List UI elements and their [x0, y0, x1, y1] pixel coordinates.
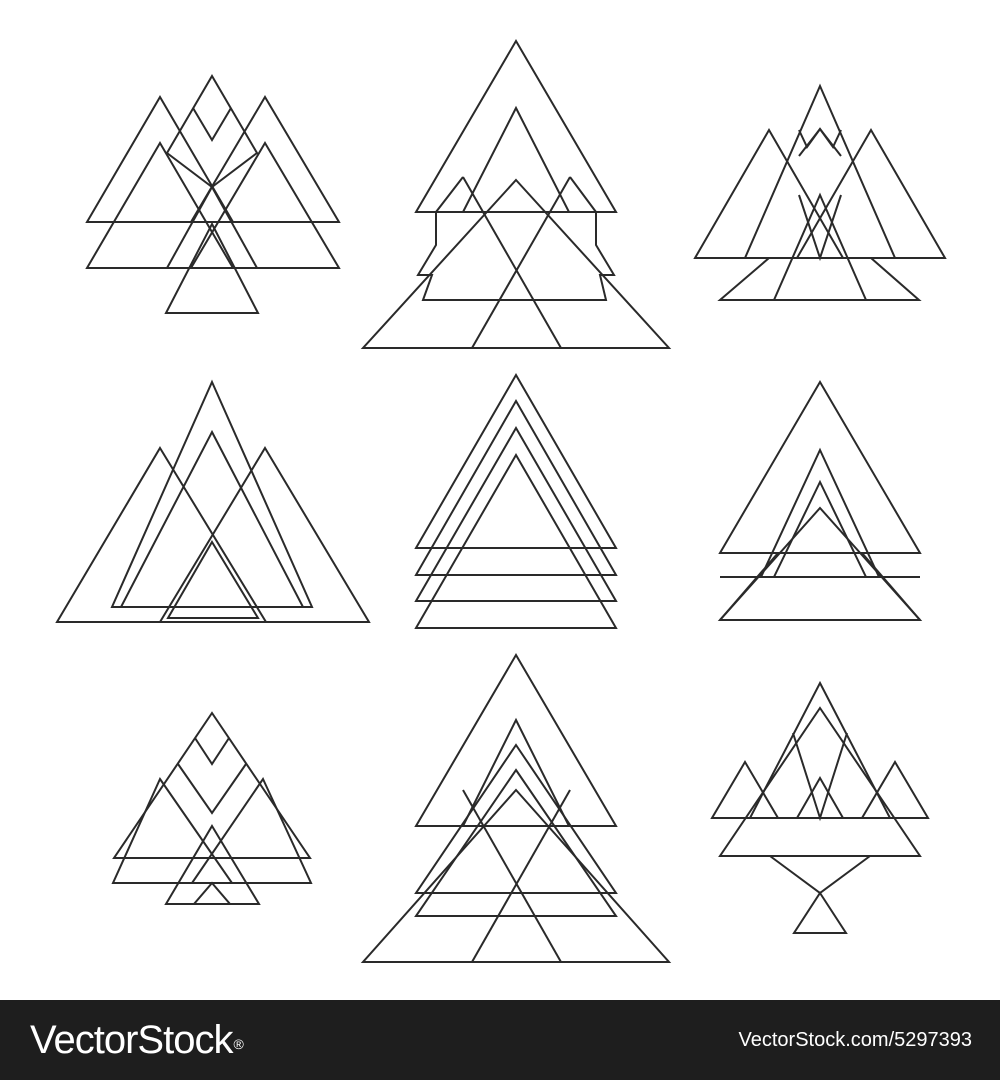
brand-name: VectorStock: [30, 1018, 233, 1062]
stock-image-id: VectorStock.com/5297393: [738, 1029, 972, 1051]
triangle-icon-4: [55, 379, 371, 623]
triangle-icon-1: [85, 74, 341, 314]
triangle-icon-5: [414, 373, 618, 629]
vectorstock-logo: VectorStock®: [30, 1018, 244, 1062]
artwork-canvas: [55, 39, 947, 963]
triangle-icon-2: [360, 39, 672, 349]
triangle-icon-8: [360, 653, 672, 963]
triangle-icon-9: [710, 680, 930, 934]
triangle-icon-3: [693, 83, 947, 301]
watermark-footer: VectorStock® VectorStock.com/5297393: [0, 1000, 1000, 1080]
triangle-icon-7: [111, 711, 313, 905]
registered-mark: ®: [233, 1036, 243, 1052]
triangle-set-illustration: [55, 39, 947, 963]
triangle-icon-6: [717, 380, 923, 621]
